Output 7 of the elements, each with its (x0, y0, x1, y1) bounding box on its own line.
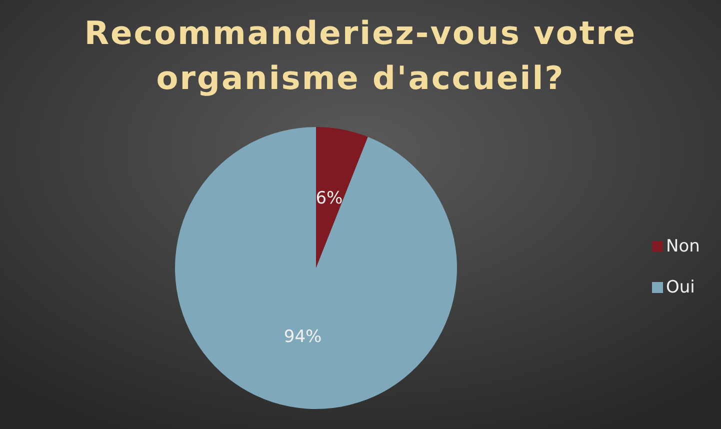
pie-slice (175, 127, 457, 409)
data-label: 94% (284, 326, 322, 347)
data-label: 6% (316, 188, 343, 208)
pie-slice (316, 127, 368, 268)
legend-label: Oui (666, 278, 695, 298)
legend-label: Non (666, 236, 700, 257)
chart-title: Recommanderiez-vous votre organisme d'accueil? (84, 14, 637, 97)
